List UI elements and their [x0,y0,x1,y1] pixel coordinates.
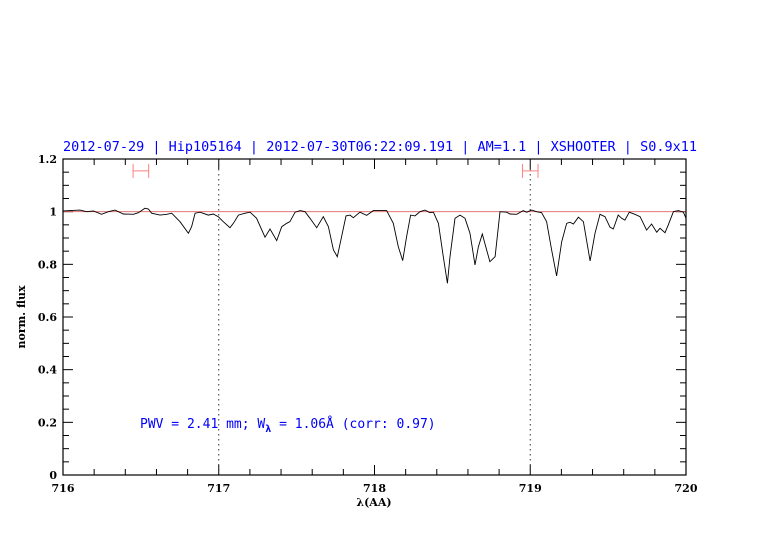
annotation-prefix: PWV = 2.41 mm; W [140,417,265,432]
annotation-subscript: λ [265,424,271,435]
y-tick-label: 0 [49,469,57,482]
spectrum-line [62,207,687,284]
x-tick-label: 719 [519,482,542,495]
range-markers [132,163,539,178]
x-tick-label: 718 [363,482,386,495]
x-axis-label: λ(AA) [356,496,391,509]
y-tick-label: 0.4 [38,364,57,377]
x-tick-label: 717 [207,482,230,495]
chart-title: 2012-07-29 | Hip105164 | 2012-07-30T06:2… [63,139,697,155]
tick-labels: 716 717 718 719 720 0 0.2 0.4 0.6 0.8 1 1.2 [38,153,698,495]
y-axis-label: norm. flux [15,285,28,348]
x-tick-label: 716 [52,482,75,495]
y-tick-label: 1.2 [38,153,57,166]
y-tick-label: 0.6 [38,311,57,324]
annotation-suffix: = 1.06Å (corr: 0.97) [271,416,435,432]
y-tick-label: 0.2 [38,416,57,429]
pwv-annotation: PWV = 2.41 mm; Wλ = 1.06Å (corr: 0.97) [140,416,436,435]
plot-frame [62,158,687,476]
x-tick-label: 720 [675,482,698,495]
y-tick-label: 0.8 [38,258,57,271]
y-tick-label: 1 [49,206,57,219]
